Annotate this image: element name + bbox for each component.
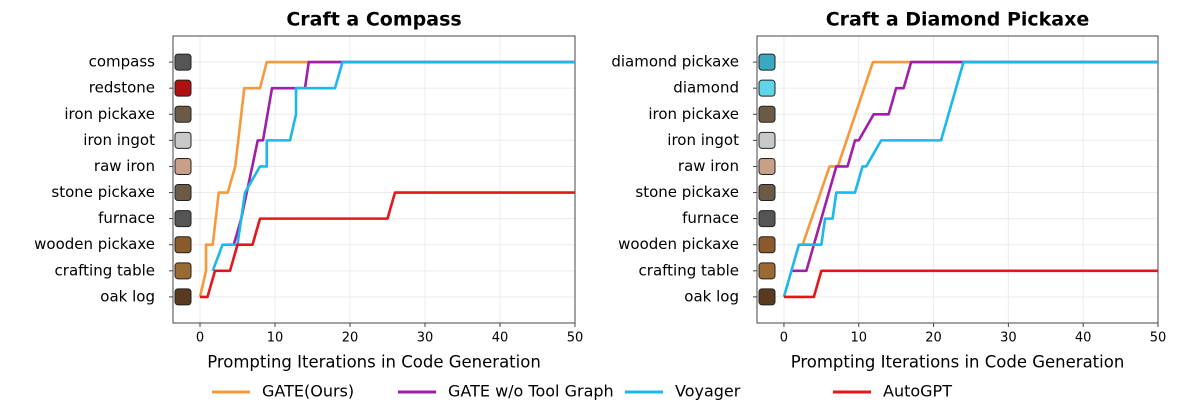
plot-frame — [756, 35, 1159, 324]
legend-label: Voyager — [675, 382, 741, 401]
y-tick-label: furnace — [682, 209, 739, 227]
y-tick-label: iron ingot — [83, 131, 155, 149]
chart-title: Craft a Compass — [286, 9, 461, 31]
y-tick-label: crafting table — [55, 261, 155, 279]
x-tick-label: 0 — [196, 331, 204, 346]
legend-label: AutoGPT — [883, 382, 952, 401]
item-icon — [174, 288, 192, 306]
x-tick-label: 10 — [267, 331, 284, 346]
x-tick-label: 40 — [1075, 331, 1092, 346]
plot-frame — [172, 35, 576, 324]
x-tick-label: 30 — [1000, 331, 1017, 346]
x-axis-label: Prompting Iterations in Code Generation — [791, 353, 1125, 372]
series-line — [783, 269, 1158, 299]
y-tick-label: oak log — [100, 287, 155, 305]
item-icon — [174, 53, 192, 71]
series-line — [200, 191, 575, 299]
y-tick-label: redstone — [89, 79, 155, 97]
item-icon — [758, 288, 776, 306]
item-icon — [174, 236, 192, 254]
item-icon — [174, 105, 192, 123]
y-tick-label: compass — [89, 53, 156, 71]
y-tick-label: wooden pickaxe — [34, 235, 155, 253]
legend-label: GATE(Ours) — [262, 382, 354, 401]
y-tick-label: iron pickaxe — [648, 105, 739, 123]
series-line — [232, 60, 575, 246]
item-icon — [758, 210, 776, 228]
item-icon — [174, 131, 192, 149]
legend-label: GATE w/o Tool Graph — [448, 382, 614, 401]
y-tick-label: stone pickaxe — [51, 183, 155, 201]
x-tick-label: 20 — [342, 331, 359, 346]
y-tick-label: diamond pickaxe — [611, 53, 739, 71]
item-icon — [174, 79, 192, 97]
x-tick-label: 0 — [780, 331, 788, 346]
item-icon — [174, 210, 192, 228]
item-icon — [758, 79, 776, 97]
series-line — [791, 60, 1158, 273]
y-tick-label: furnace — [98, 209, 155, 227]
y-tick-label: raw iron — [94, 157, 155, 175]
item-icon — [174, 184, 192, 202]
item-icon — [174, 157, 192, 175]
series-line — [782, 60, 1158, 298]
series-line — [801, 60, 1158, 246]
series-line — [198, 60, 575, 298]
item-icon — [758, 105, 776, 123]
item-icon — [758, 131, 776, 149]
x-tick-label: 30 — [417, 331, 434, 346]
y-tick-label: diamond — [673, 79, 739, 97]
item-icon — [758, 184, 776, 202]
x-tick-label: 10 — [850, 331, 867, 346]
y-tick-label: oak log — [684, 287, 739, 305]
y-tick-label: raw iron — [678, 157, 739, 175]
x-axis-label: Prompting Iterations in Code Generation — [207, 353, 541, 372]
item-icon — [758, 262, 776, 280]
x-tick-label: 50 — [567, 331, 584, 346]
y-tick-label: crafting table — [639, 261, 739, 279]
chart-title: Craft a Diamond Pickaxe — [826, 9, 1090, 31]
item-icon — [758, 53, 776, 71]
item-icon — [174, 262, 192, 280]
item-icon — [758, 236, 776, 254]
x-tick-label: 50 — [1150, 331, 1167, 346]
x-tick-label: 20 — [925, 331, 942, 346]
item-icon — [758, 157, 776, 175]
x-tick-label: 40 — [492, 331, 509, 346]
y-tick-label: wooden pickaxe — [618, 235, 739, 253]
y-tick-label: iron pickaxe — [64, 105, 155, 123]
y-tick-label: iron ingot — [667, 131, 739, 149]
y-tick-label: stone pickaxe — [635, 183, 739, 201]
